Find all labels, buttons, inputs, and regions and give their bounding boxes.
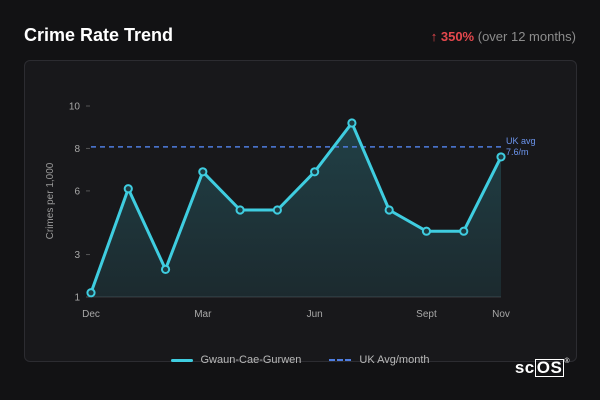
y-tick-label: 3 — [74, 250, 80, 261]
y-tick-label: 10 — [69, 102, 81, 113]
data-point[interactable] — [123, 184, 133, 194]
data-point[interactable] — [272, 205, 282, 215]
chart-title: Crime Rate Trend — [24, 25, 174, 45]
scos-logo: sc OS ® — [515, 358, 570, 378]
legend-swatch-dashed — [329, 359, 352, 361]
data-point[interactable] — [86, 288, 96, 298]
legend: Gwaun-Cae-Gurwen UK Avg/month — [0, 354, 600, 366]
legend-swatch-solid — [170, 358, 193, 362]
registered-mark: ® — [564, 358, 570, 365]
legend-item-series[interactable]: Gwaun-Cae-Gurwen — [170, 354, 302, 366]
data-point[interactable] — [235, 205, 245, 215]
x-tick-label: Dec — [82, 309, 100, 320]
series-line — [89, 121, 503, 295]
x-axis: Dec Mar Jun Sept Nov — [82, 296, 510, 320]
y-tick-label: 8 — [74, 144, 80, 155]
data-point[interactable] — [198, 167, 208, 177]
data-point[interactable] — [496, 152, 506, 162]
change-indicator: ↑ 350% (over 12 months) — [431, 29, 576, 44]
data-points — [86, 118, 506, 298]
y-axis-title: Crimes per 1,000 — [45, 162, 56, 239]
uk-average-label: UK avg — [506, 136, 536, 146]
uk-average-value: 7.6/m — [506, 147, 529, 157]
data-point[interactable] — [160, 264, 171, 275]
x-tick-label: Jun — [307, 309, 323, 320]
x-tick-label: Mar — [194, 309, 212, 320]
y-tick-label: 1 — [74, 293, 80, 304]
legend-item-reference[interactable]: UK Avg/month — [329, 354, 430, 366]
logo-text: sc — [514, 358, 535, 377]
data-point[interactable] — [421, 226, 432, 236]
logo-box: OS — [534, 358, 565, 377]
change-period: (over 12 months) — [477, 29, 576, 44]
data-point[interactable] — [384, 205, 394, 215]
trend-up-icon: ↑ — [430, 29, 438, 44]
y-tick-label: 6 — [74, 186, 80, 197]
series-area — [91, 123, 501, 297]
legend-label-series: Gwaun-Cae-Gurwen — [200, 354, 302, 366]
legend-label-reference: UK Avg/month — [359, 354, 430, 366]
x-tick-label: Sept — [416, 309, 437, 320]
change-value: 350% — [440, 29, 475, 44]
x-tick-label: Nov — [492, 309, 510, 320]
data-point[interactable] — [347, 118, 357, 128]
data-point[interactable] — [310, 167, 320, 177]
data-point[interactable] — [459, 226, 469, 236]
y-axis: 1 3 6 8 10 — [69, 102, 90, 304]
